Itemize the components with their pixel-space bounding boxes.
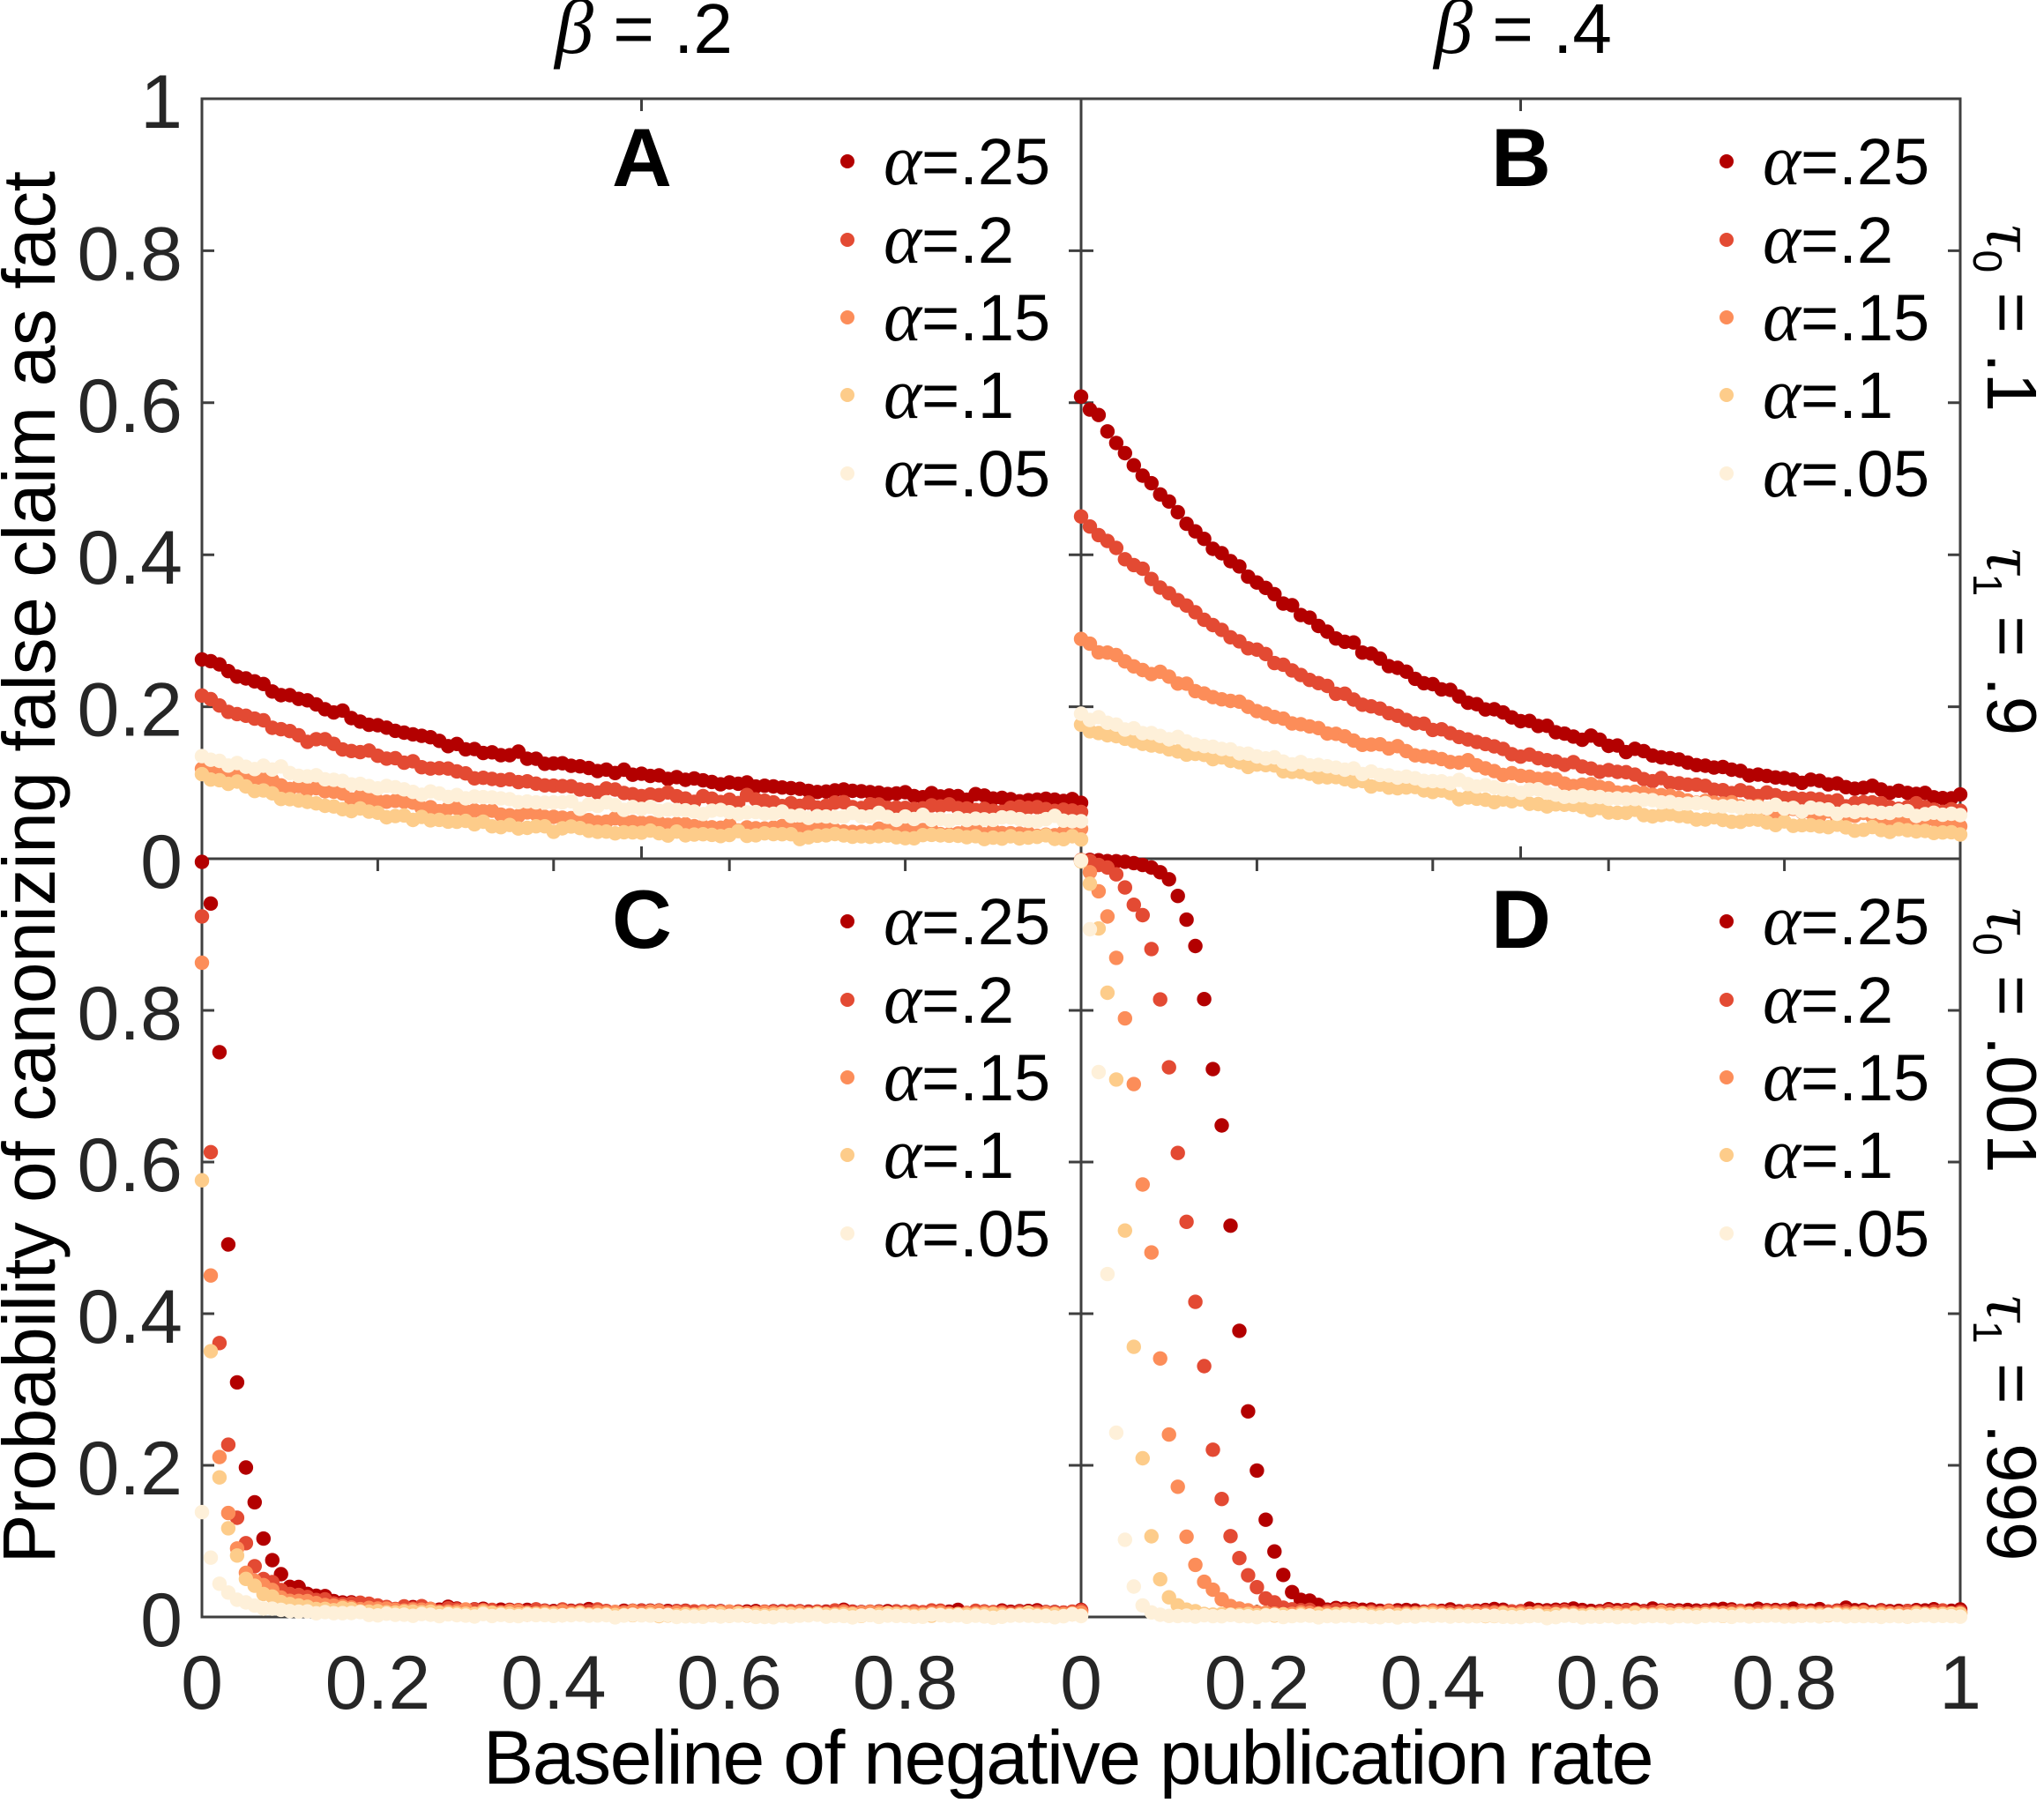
svg-text:0.2: 0.2 bbox=[325, 1641, 431, 1725]
svg-text:0.2: 0.2 bbox=[77, 668, 183, 753]
svg-text:0: 0 bbox=[140, 820, 183, 905]
svg-text:C: C bbox=[612, 873, 672, 965]
svg-text:τ1 = .999: τ1 = .999 bbox=[1965, 1295, 2044, 1561]
svg-text:0.8: 0.8 bbox=[77, 972, 183, 1056]
svg-text:Baseline of negative publicati: Baseline of negative publication rate bbox=[483, 1716, 1652, 1799]
svg-text:0.6: 0.6 bbox=[77, 1123, 183, 1208]
svg-text:0.4: 0.4 bbox=[77, 1275, 183, 1360]
svg-text:α=.05: α=.05 bbox=[884, 1192, 1050, 1272]
svg-text:α=.25: α=.25 bbox=[884, 880, 1050, 960]
svg-text:A: A bbox=[612, 111, 672, 204]
svg-text:0.4: 0.4 bbox=[501, 1641, 607, 1725]
svg-text:0.6: 0.6 bbox=[1555, 1641, 1661, 1725]
svg-text:α=.05: α=.05 bbox=[1763, 432, 1929, 512]
svg-text:α=.15: α=.15 bbox=[884, 276, 1050, 356]
svg-text:0.8: 0.8 bbox=[77, 212, 183, 296]
svg-text:α=.1: α=.1 bbox=[1763, 354, 1893, 434]
svg-text:Probability of canonizing fals: Probability of canonizing false claim as… bbox=[0, 171, 71, 1563]
svg-text:α=.05: α=.05 bbox=[884, 432, 1050, 512]
svg-text:0: 0 bbox=[181, 1641, 223, 1725]
svg-text:0: 0 bbox=[140, 1578, 183, 1663]
svg-text:β = .2: β = .2 bbox=[553, 0, 733, 71]
svg-text:α=.2: α=.2 bbox=[884, 198, 1014, 279]
svg-text:1: 1 bbox=[1939, 1641, 1981, 1725]
svg-text:0.6: 0.6 bbox=[676, 1641, 782, 1725]
svg-text:0.2: 0.2 bbox=[77, 1427, 183, 1511]
svg-text:0: 0 bbox=[1060, 1641, 1102, 1725]
svg-text:τ1 = .9: τ1 = .9 bbox=[1965, 548, 2044, 735]
svg-text:1: 1 bbox=[140, 60, 183, 145]
svg-text:B: B bbox=[1491, 111, 1551, 204]
svg-text:α=.2: α=.2 bbox=[884, 958, 1014, 1039]
svg-text:0.4: 0.4 bbox=[1380, 1641, 1486, 1725]
svg-text:D: D bbox=[1491, 873, 1551, 965]
svg-text:α=.05: α=.05 bbox=[1763, 1192, 1929, 1272]
svg-text:α=.2: α=.2 bbox=[1763, 198, 1893, 279]
svg-text:τ0 = .1: τ0 = .1 bbox=[1965, 225, 2044, 412]
svg-text:β = .4: β = .4 bbox=[1432, 0, 1612, 71]
svg-text:α=.1: α=.1 bbox=[1763, 1114, 1893, 1194]
svg-text:α=.1: α=.1 bbox=[884, 354, 1014, 434]
svg-text:0.4: 0.4 bbox=[77, 516, 183, 600]
svg-text:τ0 = .001: τ0 = .001 bbox=[1965, 907, 2044, 1173]
svg-text:0.2: 0.2 bbox=[1205, 1641, 1310, 1725]
svg-text:α=.25: α=.25 bbox=[884, 120, 1050, 200]
svg-text:0.8: 0.8 bbox=[853, 1641, 959, 1725]
svg-text:α=.2: α=.2 bbox=[1763, 958, 1893, 1039]
svg-text:α=.1: α=.1 bbox=[884, 1114, 1014, 1194]
svg-text:α=.25: α=.25 bbox=[1763, 880, 1929, 960]
svg-text:α=.15: α=.15 bbox=[1763, 1036, 1929, 1116]
svg-text:α=.25: α=.25 bbox=[1763, 120, 1929, 200]
svg-text:0.8: 0.8 bbox=[1732, 1641, 1838, 1725]
svg-text:α=.15: α=.15 bbox=[1763, 276, 1929, 356]
svg-text:α=.15: α=.15 bbox=[884, 1036, 1050, 1116]
svg-text:0.6: 0.6 bbox=[77, 364, 183, 449]
